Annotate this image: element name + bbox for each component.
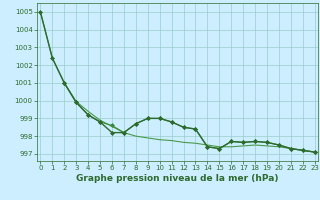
- X-axis label: Graphe pression niveau de la mer (hPa): Graphe pression niveau de la mer (hPa): [76, 174, 279, 183]
